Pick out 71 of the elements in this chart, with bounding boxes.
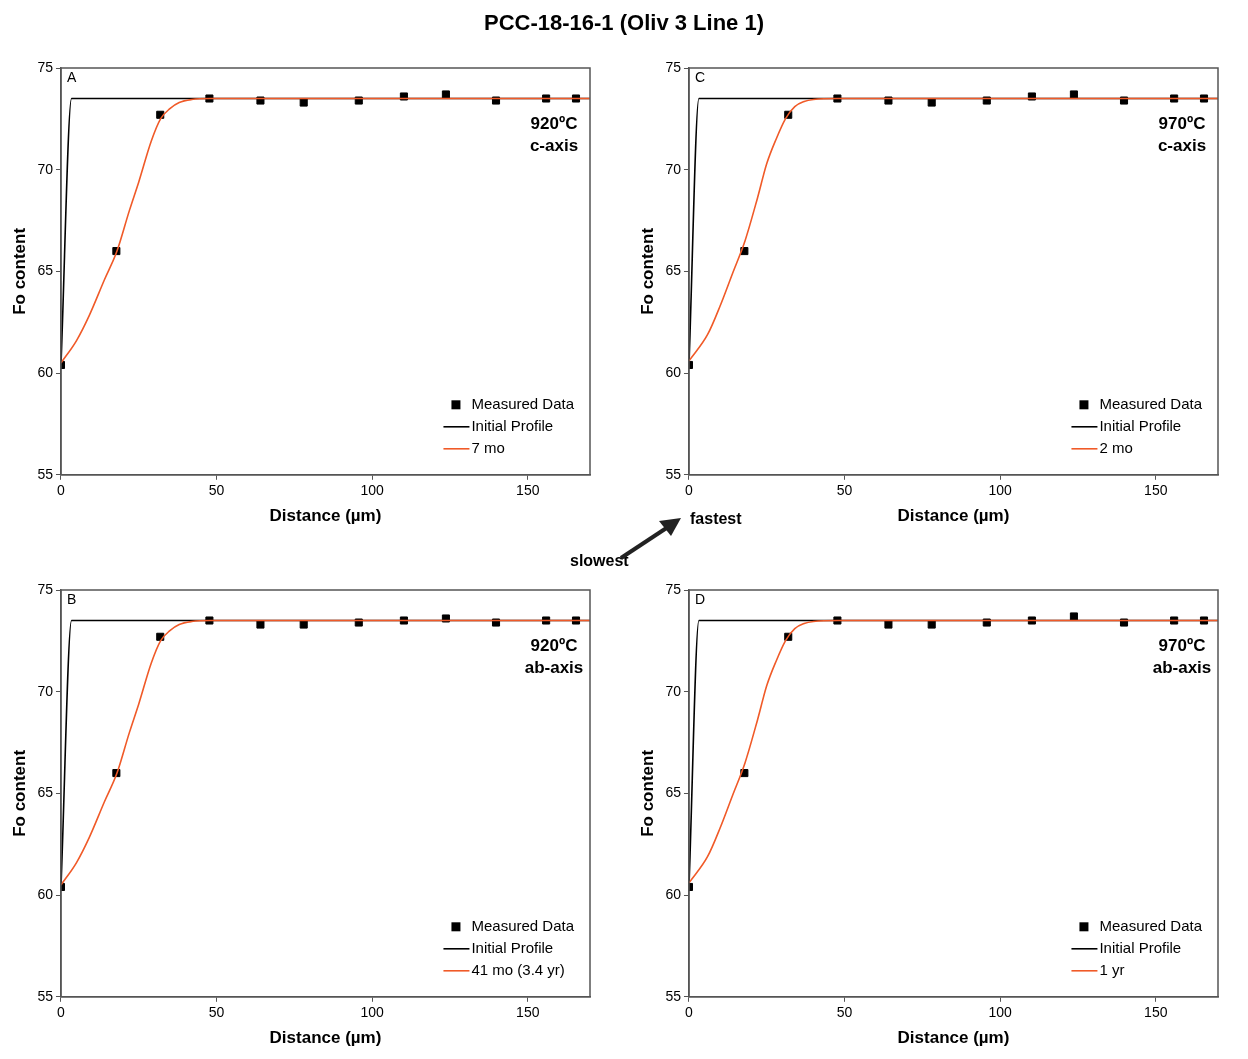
x-tick-label: 150 (516, 482, 540, 499)
annotation: 920ºC (530, 636, 578, 656)
legend-label: 41 mo (3.4 yr) (471, 960, 565, 978)
y-tick-label: 70 (665, 160, 682, 177)
x-tick-label: 0 (57, 1004, 66, 1021)
annotation: c-axis (529, 136, 579, 156)
x-tick-label: 0 (57, 482, 66, 499)
y-tick-label: 65 (37, 262, 54, 279)
y-tick-label: 55 (37, 987, 54, 1004)
y-axis-title: Fo content (9, 749, 29, 837)
annotation: 920ºC (530, 114, 578, 134)
annotation: 970ºC (1158, 636, 1206, 656)
legend-label: Measured Data (1099, 916, 1203, 934)
x-tick-label: 100 (360, 1004, 385, 1021)
x-axis-title: Distance (µm) (269, 1028, 382, 1048)
y-axis-title: Fo content (9, 227, 29, 315)
legend-label: Initial Profile (1099, 938, 1182, 956)
y-tick-label: 60 (665, 363, 682, 380)
y-tick-label: 75 (665, 580, 682, 597)
annotation: ab-axis (1152, 658, 1212, 678)
x-tick-label: 100 (360, 482, 385, 499)
legend-label: 1 yr (1099, 960, 1125, 978)
annotation: A (66, 68, 77, 85)
y-axis-title: Fo content (637, 749, 657, 837)
legend-label: 2 mo (1099, 438, 1133, 456)
legend-label: Measured Data (1099, 394, 1203, 412)
x-tick-label: 100 (988, 1004, 1013, 1021)
legend-label: Initial Profile (471, 938, 554, 956)
annotation: B (66, 590, 77, 607)
x-tick-label: 50 (208, 482, 225, 499)
legend-label: Initial Profile (471, 416, 554, 434)
x-axis-title: Distance (µm) (269, 506, 382, 526)
y-tick-label: 75 (37, 580, 54, 597)
y-tick-label: 70 (37, 682, 54, 699)
y-tick-label: 70 (665, 682, 682, 699)
x-tick-label: 50 (836, 1004, 853, 1021)
y-tick-label: 55 (37, 465, 54, 482)
x-tick-label: 100 (988, 482, 1013, 499)
x-tick-label: 50 (836, 482, 853, 499)
legend-label: Measured Data (471, 916, 575, 934)
y-axis-title: Fo content (637, 227, 657, 315)
y-tick-label: 75 (37, 58, 54, 75)
annotation: c-axis (1157, 136, 1207, 156)
x-tick-label: 150 (516, 1004, 540, 1021)
legend-label: Initial Profile (1099, 416, 1182, 434)
x-tick-label: 0 (685, 482, 694, 499)
y-tick-label: 70 (37, 160, 54, 177)
legend-label: Measured Data (471, 394, 575, 412)
y-tick-label: 65 (665, 784, 682, 801)
y-tick-label: 60 (37, 363, 54, 380)
y-tick-label: 65 (665, 262, 682, 279)
y-tick-label: 55 (665, 987, 682, 1004)
text: slowest (570, 552, 629, 570)
annotation: 970ºC (1158, 114, 1206, 134)
y-tick-label: 60 (665, 885, 682, 902)
x-tick-label: 150 (1144, 482, 1168, 499)
text: fastest (690, 510, 742, 528)
x-axis-title: Distance (µm) (897, 506, 1010, 526)
legend-label: 7 mo (471, 438, 505, 456)
x-tick-label: 0 (685, 1004, 694, 1021)
x-axis-title: Distance (µm) (897, 1028, 1010, 1048)
y-tick-label: 60 (37, 885, 54, 902)
y-tick-label: 65 (37, 784, 54, 801)
y-tick-label: 75 (665, 58, 682, 75)
annotation: C (694, 68, 706, 85)
y-tick-label: 55 (665, 465, 682, 482)
x-tick-label: 50 (208, 1004, 225, 1021)
x-tick-label: 150 (1144, 1004, 1168, 1021)
chart-title: PCC-18-16-1 (Oliv 3 Line 1) (483, 10, 765, 36)
annotation: ab-axis (524, 658, 584, 678)
annotation: D (694, 590, 706, 607)
